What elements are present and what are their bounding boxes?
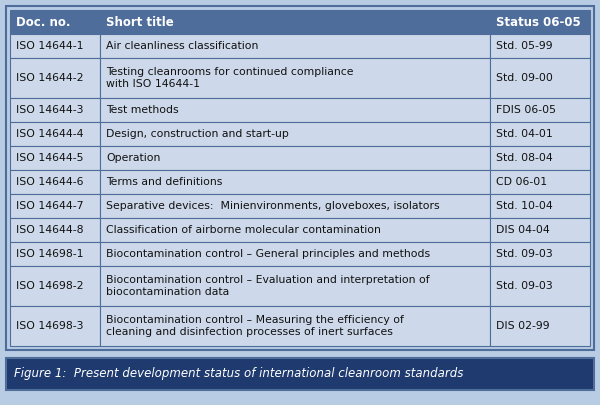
Text: Biocontamination control – Measuring the efficiency of
cleaning and disinfection: Biocontamination control – Measuring the…	[106, 315, 404, 337]
Text: Std. 05-99: Std. 05-99	[496, 41, 553, 51]
Bar	[6, 6, 594, 350]
Bar	[100, 34, 490, 58]
Bar	[100, 10, 490, 34]
Text: ISO 14644-3: ISO 14644-3	[16, 105, 83, 115]
Text: ISO 14644-1: ISO 14644-1	[16, 41, 83, 51]
Text: Short title: Short title	[106, 15, 174, 28]
Bar	[10, 98, 100, 122]
Bar	[10, 242, 100, 266]
Bar	[490, 242, 590, 266]
Bar	[490, 10, 590, 34]
Bar	[100, 266, 490, 306]
Text: Std. 09-03: Std. 09-03	[496, 281, 553, 291]
Text: Figure 1:  Present development status of international cleanroom standards: Figure 1: Present development status of …	[14, 367, 463, 381]
Bar	[100, 146, 490, 170]
Bar	[10, 194, 100, 218]
Text: ISO 14644-4: ISO 14644-4	[16, 129, 83, 139]
Bar	[490, 266, 590, 306]
Text: Biocontamination control – Evaluation and interpretation of
biocontamination dat: Biocontamination control – Evaluation an…	[106, 275, 430, 297]
Text: Std. 04-01: Std. 04-01	[496, 129, 553, 139]
Bar	[100, 122, 490, 146]
Text: CD 06-01: CD 06-01	[496, 177, 547, 187]
Text: DIS 02-99: DIS 02-99	[496, 321, 550, 331]
Bar	[10, 10, 100, 34]
Bar	[490, 306, 590, 346]
Text: ISO 14698-2: ISO 14698-2	[16, 281, 83, 291]
Text: Std. 09-00: Std. 09-00	[496, 73, 553, 83]
Bar	[10, 266, 100, 306]
Text: Operation: Operation	[106, 153, 160, 163]
Bar	[100, 218, 490, 242]
Bar	[490, 194, 590, 218]
Bar	[490, 58, 590, 98]
Text: ISO 14644-2: ISO 14644-2	[16, 73, 83, 83]
Bar	[10, 122, 100, 146]
Bar	[10, 146, 100, 170]
Text: ISO 14698-3: ISO 14698-3	[16, 321, 83, 331]
Bar	[100, 98, 490, 122]
Text: Separative devices:  Minienvironments, gloveboxes, isolators: Separative devices: Minienvironments, gl…	[106, 201, 440, 211]
Text: DIS 04-04: DIS 04-04	[496, 225, 550, 235]
Bar	[100, 170, 490, 194]
Bar	[490, 98, 590, 122]
Text: Terms and definitions: Terms and definitions	[106, 177, 223, 187]
Text: Classification of airborne molecular contamination: Classification of airborne molecular con…	[106, 225, 381, 235]
Text: Testing cleanrooms for continued compliance
with ISO 14644-1: Testing cleanrooms for continued complia…	[106, 67, 353, 89]
Text: Biocontamination control – General principles and methods: Biocontamination control – General princ…	[106, 249, 430, 259]
Text: ISO 14644-7: ISO 14644-7	[16, 201, 83, 211]
Text: ISO 14644-6: ISO 14644-6	[16, 177, 83, 187]
Bar	[490, 34, 590, 58]
Bar	[490, 146, 590, 170]
Text: Std. 10-04: Std. 10-04	[496, 201, 553, 211]
Bar	[490, 170, 590, 194]
Text: FDIS 06-05: FDIS 06-05	[496, 105, 556, 115]
Text: Test methods: Test methods	[106, 105, 179, 115]
Text: Doc. no.: Doc. no.	[16, 15, 71, 28]
Bar	[10, 58, 100, 98]
Text: ISO 14644-8: ISO 14644-8	[16, 225, 83, 235]
Bar	[100, 194, 490, 218]
Text: Air cleanliness classification: Air cleanliness classification	[106, 41, 259, 51]
Text: ISO 14698-1: ISO 14698-1	[16, 249, 83, 259]
Text: Status 06-05: Status 06-05	[496, 15, 581, 28]
Text: Std. 09-03: Std. 09-03	[496, 249, 553, 259]
Bar	[6, 358, 594, 390]
Bar	[490, 122, 590, 146]
Bar	[100, 242, 490, 266]
Bar	[10, 170, 100, 194]
Bar	[100, 306, 490, 346]
Bar	[100, 58, 490, 98]
Text: Design, construction and start-up: Design, construction and start-up	[106, 129, 289, 139]
Bar	[10, 218, 100, 242]
Bar	[10, 34, 100, 58]
Text: ISO 14644-5: ISO 14644-5	[16, 153, 83, 163]
Text: Std. 08-04: Std. 08-04	[496, 153, 553, 163]
Bar	[10, 306, 100, 346]
Bar	[490, 218, 590, 242]
